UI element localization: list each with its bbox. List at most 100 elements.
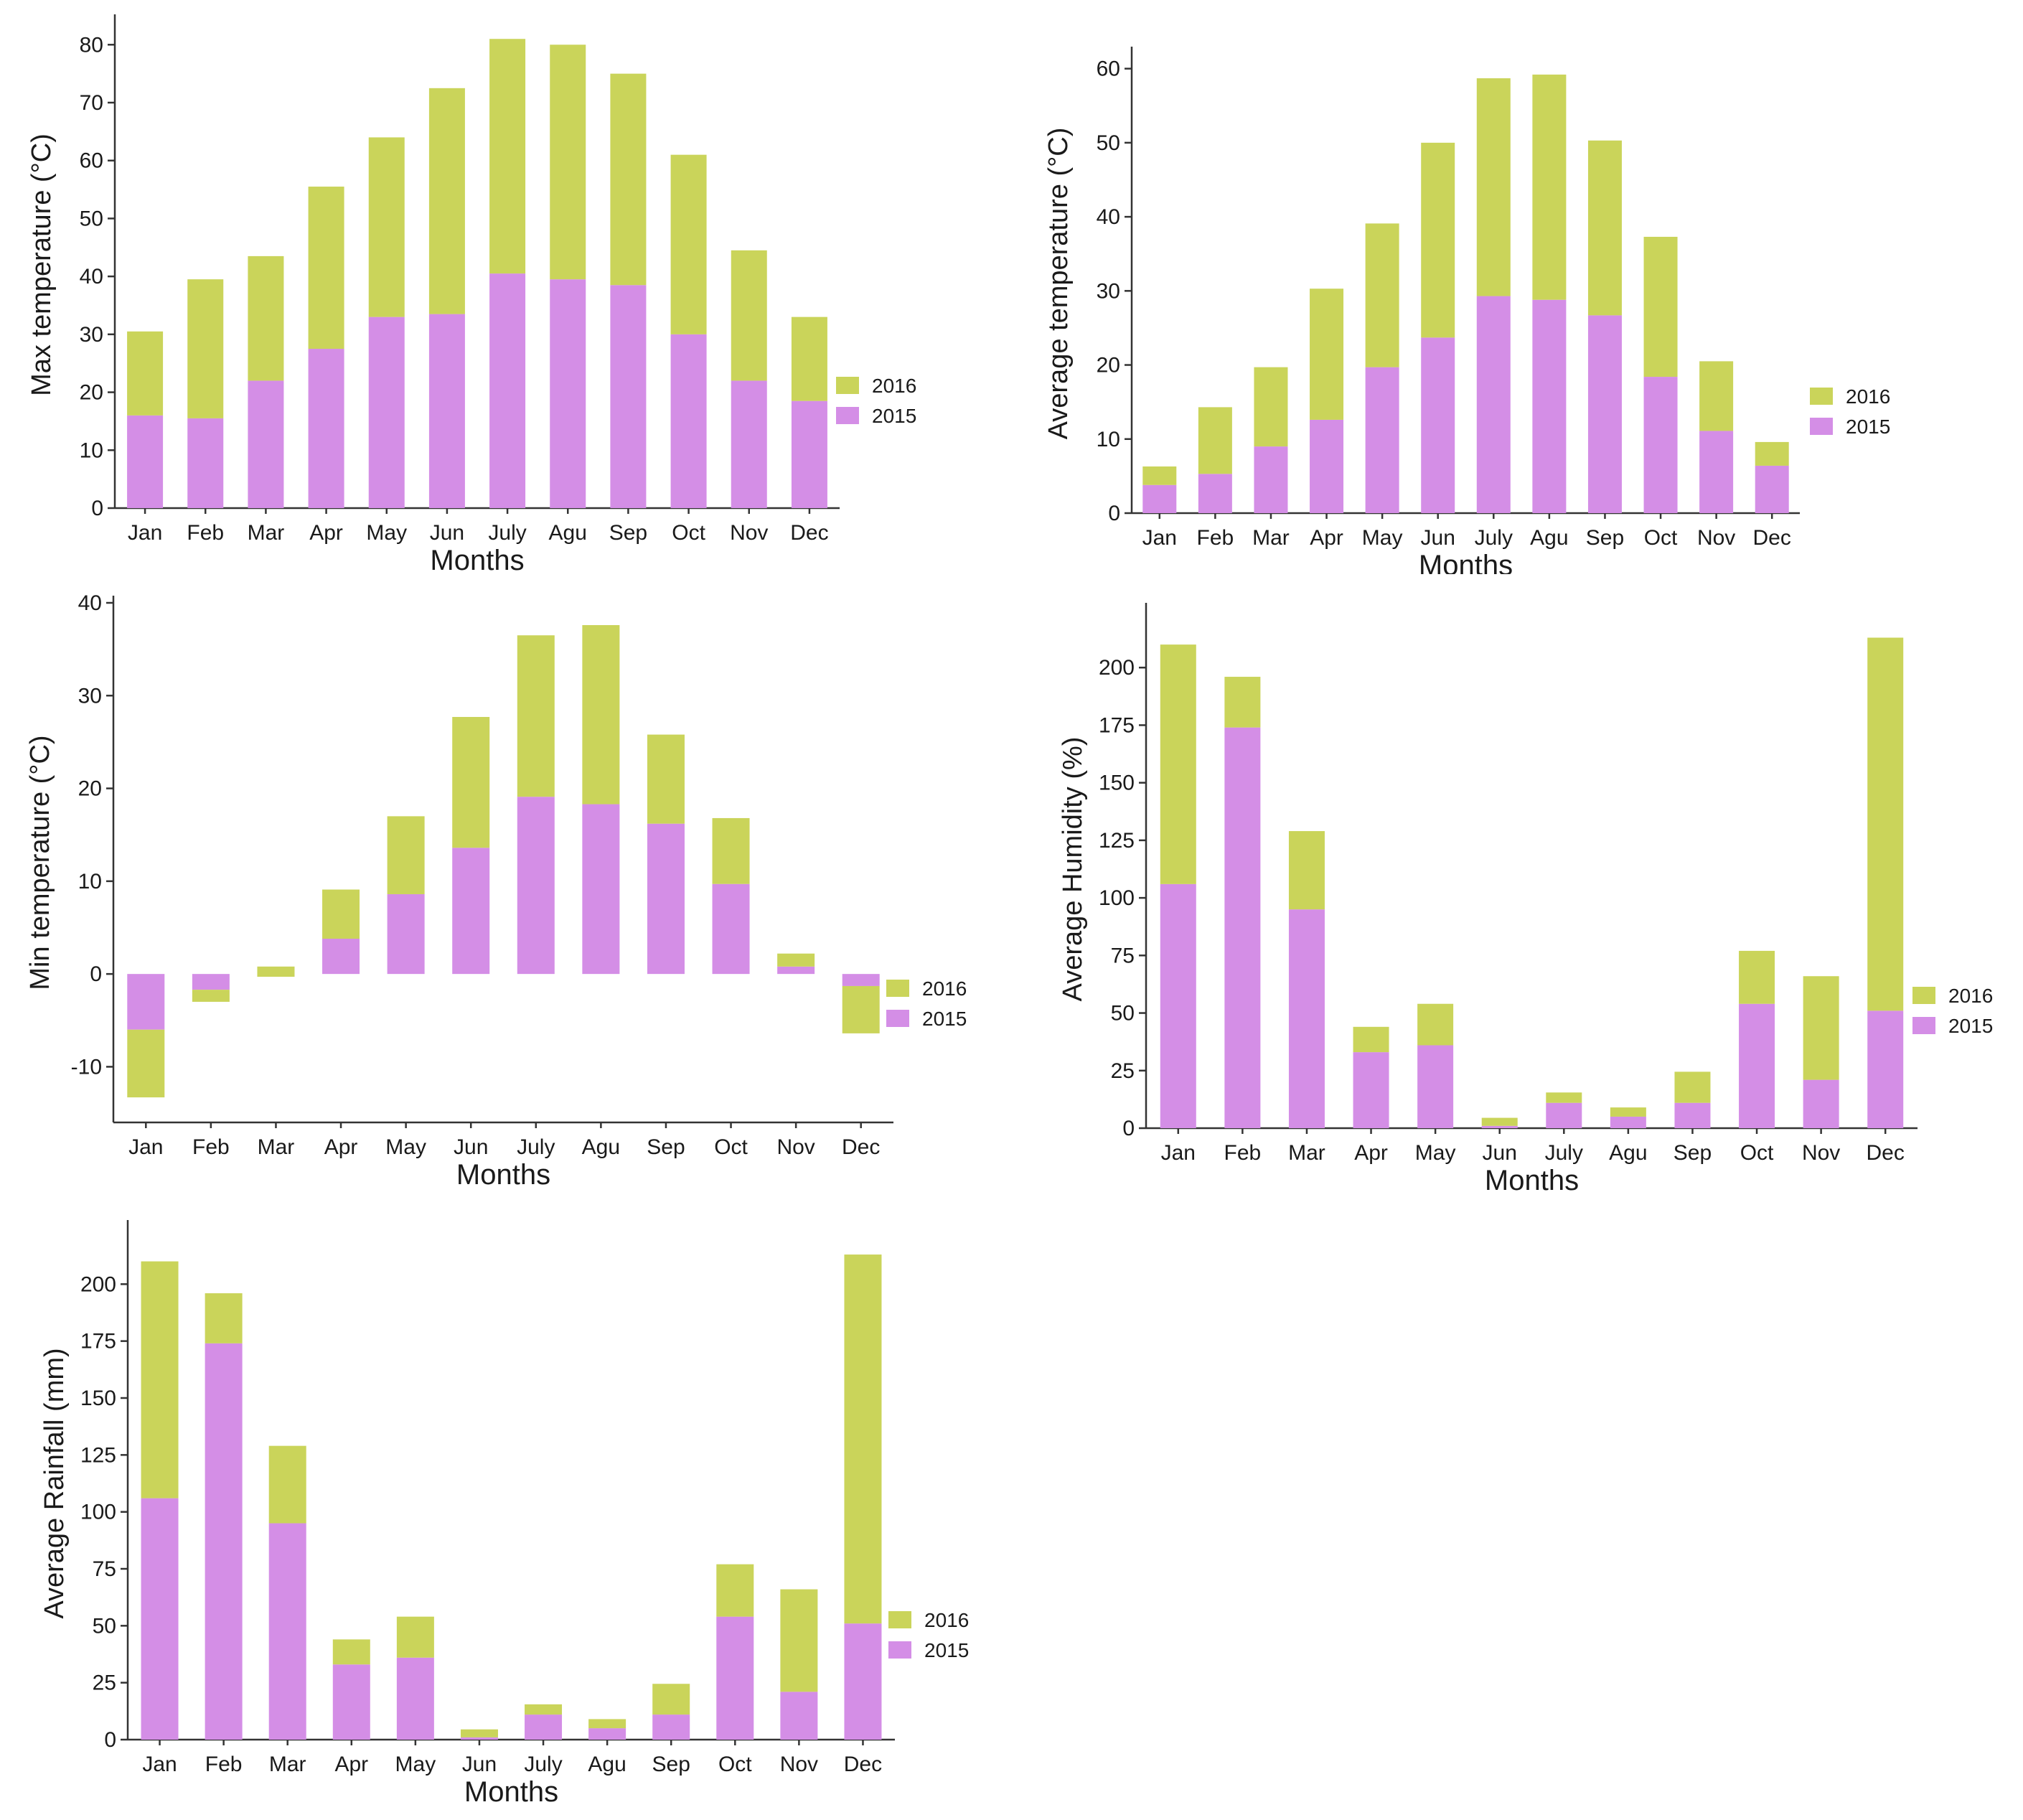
- y-tick-label: 10: [1097, 428, 1120, 451]
- x-tick-label: Sep: [1586, 526, 1624, 550]
- bar-2016-dec: [1755, 441, 1789, 466]
- bar-2016-feb: [1224, 677, 1261, 728]
- x-tick-label: Agu: [549, 521, 587, 545]
- bar-2015-agu: [1532, 299, 1567, 513]
- legend-swatch-2015: [836, 407, 859, 424]
- bar-2015-feb: [1224, 727, 1261, 1128]
- y-tick-label: 0: [91, 497, 103, 520]
- y-tick-label: 50: [93, 1614, 116, 1638]
- y-axis-title: Average Humidity (%): [1058, 737, 1088, 1002]
- legend-label-2015: 2015: [872, 405, 916, 427]
- legend: 2016 2015: [1912, 985, 1993, 1037]
- bar-2016-feb: [192, 990, 230, 1002]
- y-tick-label: 60: [1097, 57, 1120, 81]
- bar-2015-may: [396, 1657, 434, 1740]
- x-tick-label: May: [366, 521, 407, 545]
- bar-2015-jan: [141, 1498, 179, 1740]
- bar-2015-may: [387, 893, 425, 975]
- bar-2015-sep: [652, 1715, 690, 1740]
- x-tick-label: Nov: [1697, 526, 1735, 550]
- legend-swatch-2016: [886, 980, 909, 997]
- y-axis-title: Min temperature (°C): [25, 735, 55, 990]
- bar-2015-apr: [308, 349, 344, 508]
- x-tick-label: Apr: [1310, 526, 1343, 550]
- x-tick-label: Dec: [1753, 526, 1791, 550]
- y-tick-label: 200: [80, 1272, 116, 1296]
- bar-2016-oct: [1739, 950, 1775, 1004]
- x-tick-label: Mar: [248, 521, 285, 545]
- y-axis-title: Max temperature (°C): [27, 133, 57, 396]
- bar-2016-may: [368, 137, 405, 317]
- bar-2016-nov: [777, 953, 815, 967]
- x-tick-label: Agu: [1609, 1141, 1647, 1165]
- legend-swatch-2015: [1912, 1017, 1935, 1034]
- y-tick-label: 125: [80, 1443, 116, 1467]
- x-tick-label: Dec: [790, 521, 828, 545]
- bar-2015-agu: [588, 1728, 626, 1740]
- bar-2016-agu: [582, 625, 620, 805]
- bar-2015-oct: [1739, 1003, 1775, 1128]
- legend-label-2016: 2016: [924, 1609, 969, 1631]
- y-tick-label: 50: [80, 207, 103, 230]
- y-tick-label: 40: [80, 265, 103, 289]
- y-tick-label: 175: [80, 1330, 116, 1354]
- bar-2016-jun: [428, 88, 465, 314]
- bar-2016-mar: [1254, 367, 1288, 447]
- bar-2016-oct: [712, 817, 750, 884]
- x-tick-label: May: [395, 1753, 436, 1776]
- bar-2016-jan: [127, 1029, 165, 1098]
- chart-average-temperature: 0 10 20 30 40 50 60 Jan Feb Mar Apr May Jun July Agu Se…: [1043, 47, 1890, 574]
- legend: 2016 2015: [1810, 385, 1890, 438]
- x-axis-title: Months: [464, 1776, 558, 1808]
- bar-2016-sep: [647, 734, 685, 824]
- x-tick-label: July: [517, 1135, 555, 1159]
- legend-swatch-2016: [888, 1611, 911, 1628]
- legend: 2016 2015: [886, 977, 967, 1030]
- x-tick-label: Feb: [192, 1135, 230, 1159]
- bar-2015-nov: [780, 1692, 818, 1740]
- legend-swatch-2015: [886, 1010, 909, 1027]
- x-tick-label: Feb: [187, 521, 224, 545]
- bar-2016-jan: [1142, 466, 1177, 485]
- bar-2016-may: [1417, 1003, 1454, 1046]
- bar-2016-nov: [1699, 361, 1734, 431]
- legend-label-2015: 2015: [924, 1639, 969, 1661]
- bar-2016-feb: [187, 279, 224, 418]
- x-axis-title: Months: [1419, 550, 1513, 574]
- legend-swatch-2016: [836, 377, 859, 394]
- x-tick-label: Agu: [588, 1753, 626, 1776]
- bar-2016-agu: [588, 1719, 626, 1729]
- x-tick-label: July: [1475, 526, 1513, 550]
- bar-2016-apr: [1310, 289, 1344, 420]
- x-tick-label: Jun: [1421, 526, 1455, 550]
- bar-2015-apr: [332, 1664, 370, 1740]
- bar-2016-july: [525, 1704, 563, 1715]
- x-tick-label: Apr: [1354, 1141, 1388, 1165]
- bar-2015-sep: [1674, 1102, 1711, 1128]
- bar-2016-jun: [460, 1729, 498, 1737]
- bar-2016-oct: [716, 1564, 754, 1617]
- x-tick-label: Dec: [1867, 1141, 1905, 1165]
- y-tick-label: 100: [1099, 886, 1135, 910]
- bar-2015-oct: [1643, 377, 1678, 513]
- bar-2015-jun: [1421, 337, 1455, 513]
- bar-2015-dec: [844, 1623, 882, 1740]
- x-tick-label: Jun: [462, 1753, 497, 1776]
- legend-swatch-2015: [1810, 418, 1833, 435]
- x-tick-label: Sep: [652, 1753, 690, 1776]
- y-tick-label: 20: [1097, 354, 1120, 377]
- bar-2015-apr: [322, 939, 360, 975]
- bar-2015-feb: [1198, 474, 1232, 513]
- x-tick-label: Jan: [1142, 526, 1177, 550]
- x-tick-label: Nov: [776, 1135, 815, 1159]
- bar-2016-mar: [257, 966, 295, 977]
- bar-2016-jan: [127, 331, 164, 416]
- x-tick-label: Apr: [324, 1135, 358, 1159]
- x-tick-label: July: [1545, 1141, 1583, 1165]
- bar-2016-mar: [268, 1445, 306, 1524]
- bar-2016-agu: [550, 44, 586, 280]
- x-tick-label: Agu: [582, 1135, 620, 1159]
- bar-2016-feb: [1198, 407, 1232, 474]
- y-tick-label: 70: [80, 91, 103, 115]
- x-tick-label: Mar: [1252, 526, 1290, 550]
